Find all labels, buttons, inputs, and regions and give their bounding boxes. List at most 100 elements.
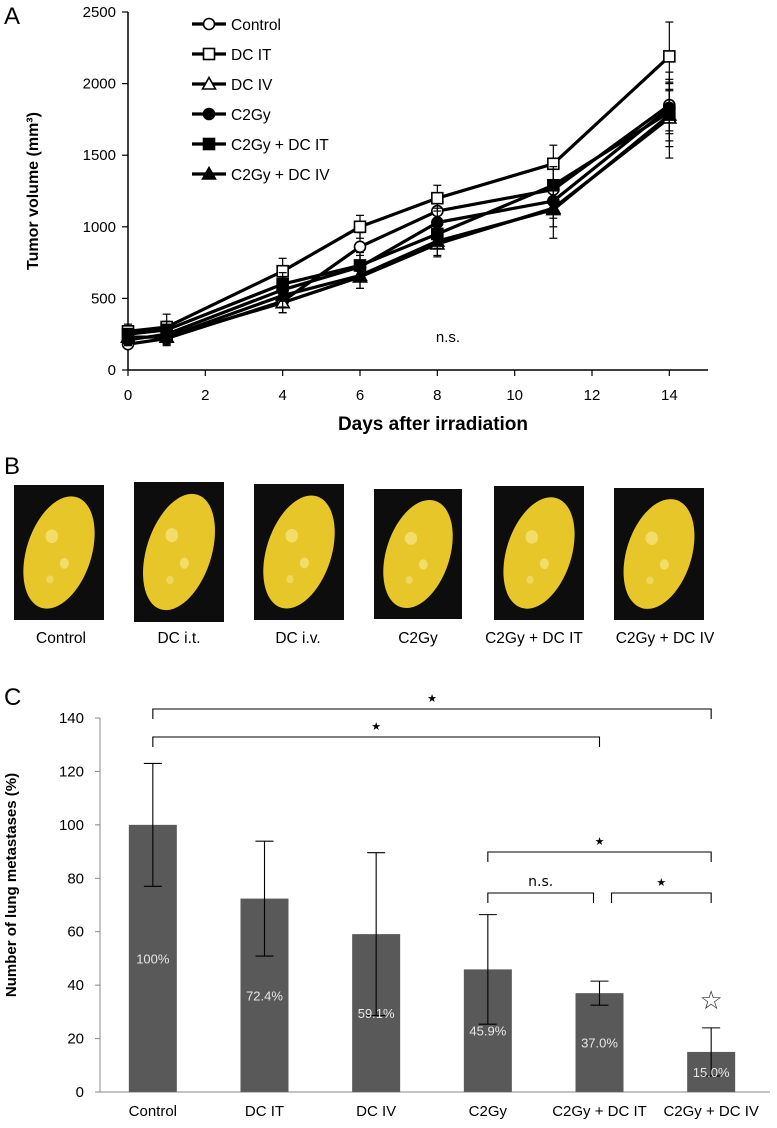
significance-bracket: ★	[152, 692, 712, 719]
data-point	[120, 328, 136, 343]
x-tick-label: Control	[129, 1103, 177, 1120]
bracket-line	[610, 892, 712, 903]
y-tick-label: 2000	[83, 76, 116, 93]
significance-bracket: ★	[487, 835, 712, 862]
data-point	[352, 267, 368, 282]
bar-group-dc-it: 72.4% DC IT	[240, 840, 289, 1120]
lung-photo-dc-i-v: DC i.v.	[254, 484, 344, 647]
metastasis-nodule	[526, 575, 534, 584]
y-tick-label: 120	[59, 763, 84, 780]
data-point	[353, 240, 367, 254]
y-tick-label: 20	[67, 1031, 84, 1048]
metastasis-nodule	[645, 531, 659, 545]
y-tick-label: 1000	[83, 219, 116, 236]
y-tick-label: 1500	[83, 147, 116, 164]
x-tick-label: 10	[506, 387, 523, 404]
tumor-volume-chart: 0 500 1000 1500 2000 2500 0 2 4 6 8 10 12 14 Tumor v…	[25, 4, 708, 435]
lung-shape	[263, 495, 335, 609]
bar-value-label: 100%	[136, 951, 170, 966]
metastasis-nodule	[286, 575, 294, 584]
ns-annotation: n.s.	[436, 329, 460, 346]
lung-shape	[23, 496, 95, 609]
metastasis-nodule	[179, 557, 189, 569]
significance-star: ★	[427, 692, 437, 705]
lung-shape	[143, 493, 215, 611]
bracket-line	[152, 736, 601, 747]
x-tick-label: 6	[356, 387, 364, 404]
legend-label: C2Gy + DC IV	[231, 167, 330, 184]
legend-item-control: Control	[192, 17, 281, 34]
metastasis-nodule	[59, 557, 69, 569]
x-tick-label: DC IT	[245, 1103, 284, 1120]
bar-group-dc-iv: 59.1% DC IV	[352, 852, 401, 1120]
lung-photos: Control DC i.t. DC i.v. C2Gy C2Gy + DC IT C2G…	[14, 482, 715, 647]
bar-value-label: 72.4%	[246, 988, 283, 1003]
metastasis-nodule	[405, 576, 413, 584]
y-tick-label: 2500	[83, 4, 116, 21]
bracket-line	[152, 708, 712, 719]
legend-marker	[202, 17, 216, 31]
series-group	[120, 21, 678, 351]
significance-bracket: ★	[610, 876, 712, 903]
x-tick-label: C2Gy	[469, 1103, 508, 1120]
y-axis-ticks: 0 500 1000 1500 2000 2500	[83, 4, 128, 379]
x-tick-label: C2Gy + DC IV	[663, 1103, 758, 1120]
y-axis-title: Number of lung metastases (%)	[3, 773, 20, 997]
legend-marker	[201, 75, 217, 90]
significance-star: ★	[595, 835, 605, 848]
x-axis-title: Days after irradiation	[338, 414, 528, 435]
x-tick-label: 12	[584, 387, 601, 404]
photo-caption: C2Gy	[398, 630, 438, 647]
lung-photo-c2gy-dc-it: C2Gy + DC IT	[485, 486, 584, 647]
bracket-line	[487, 892, 595, 903]
lung-shape	[623, 499, 695, 609]
x-tick-label: 2	[201, 387, 209, 404]
photo-caption: DC i.t.	[157, 630, 200, 647]
y-tick-label: 80	[67, 870, 84, 887]
bars: 100% Control 72.4% DC IT 59.1% DC IV 45.9% C2Gy…	[129, 762, 759, 1120]
metastasis-nodule	[659, 559, 669, 570]
legend-label: Control	[231, 17, 281, 34]
y-tick-label: 40	[67, 977, 84, 994]
data-point	[661, 106, 678, 121]
lung-metastases-chart: 0 20 40 60 80 100 120 140 Number of lung metast…	[3, 692, 770, 1120]
bar-group-control: 100% Control	[129, 762, 177, 1120]
metastasis-nodule	[539, 558, 549, 570]
y-tick-label: 500	[91, 290, 116, 307]
legend-marker	[201, 165, 217, 180]
legend-marker	[202, 47, 216, 61]
lung-shape	[503, 497, 575, 609]
data-point	[545, 201, 562, 216]
y-tick-label: 140	[59, 710, 84, 727]
metastasis-nodule	[285, 528, 299, 543]
photo-caption: C2Gy + DC IT	[485, 630, 583, 647]
photo-caption: DC i.v.	[275, 630, 320, 647]
significance-bracket: ★	[152, 720, 601, 747]
legend-item-dc-it: DC IT	[192, 47, 272, 64]
metastasis-nodule	[404, 531, 418, 545]
photo-caption: C2Gy + DC IV	[616, 630, 715, 647]
panel-letter-b: B	[4, 453, 20, 480]
panel-letter-a: A	[4, 3, 20, 30]
metastasis-nodule	[165, 528, 179, 543]
y-tick-label: 60	[67, 924, 84, 941]
legend-item-c2gy-dc-iv: C2Gy + DC IV	[192, 165, 330, 184]
y-tick-label: 100	[59, 817, 84, 834]
metastasis-nodule	[166, 575, 174, 585]
bar-value-label: 45.9%	[469, 1024, 506, 1039]
ns-label: n.s.	[528, 874, 553, 890]
lung-photo-c2gy-dc-iv: C2Gy + DC IV	[614, 488, 715, 647]
panel-letter-c: C	[4, 684, 21, 711]
legend-label: C2Gy + DC IT	[231, 137, 329, 154]
open-star-marker: ☆	[700, 986, 723, 1016]
x-tick-label: 14	[661, 387, 678, 404]
photo-caption: Control	[36, 630, 86, 647]
bar-group-c2gy-dc-iv: 15.0% C2Gy + DC IV	[663, 1027, 759, 1120]
x-tick-label: 0	[124, 387, 132, 404]
x-tick-label: DC IV	[356, 1103, 396, 1120]
significance-brackets: ★ ★ ★ n.s. ★	[152, 692, 712, 903]
bar-group-c2gy-dc-it: 37.0% C2Gy + DC IT	[552, 980, 647, 1120]
lung-shape	[383, 499, 453, 609]
significance-star: ★	[371, 720, 381, 733]
